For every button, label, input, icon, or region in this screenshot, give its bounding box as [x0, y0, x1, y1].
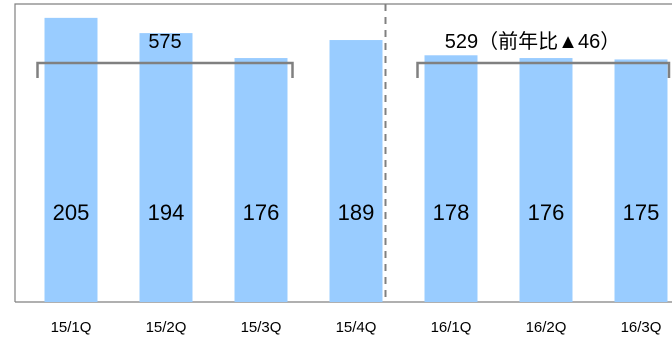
x-axis-tick-labels: 15/1Q 15/2Q 15/3Q 15/4Q 16/1Q 16/2Q 16/3Q: [51, 319, 662, 336]
x-tick-label: 15/2Q: [146, 319, 187, 336]
x-tick-label: 16/3Q: [621, 319, 662, 336]
x-tick-label: 16/2Q: [526, 319, 567, 336]
group-brackets: 575 529（前年比▲46）: [36, 30, 671, 78]
bar-15/4Q: [329, 40, 383, 303]
bar-16/1Q: [424, 55, 478, 302]
bar-15/1Q: [44, 17, 98, 302]
bar-16/3Q: [614, 59, 668, 302]
x-tick-label: 16/1Q: [431, 319, 472, 336]
x-tick-label: 15/4Q: [336, 319, 377, 336]
bar-16/2Q: [519, 58, 573, 302]
group-total-label: 575: [148, 31, 181, 53]
group-bracket: [416, 61, 671, 78]
bar-value-label: 176: [528, 200, 565, 225]
plot-border: [14, 3, 672, 302]
x-tick-label: 15/3Q: [241, 319, 282, 336]
bar-value-label: 176: [243, 200, 280, 225]
bar-value-label: 189: [338, 200, 375, 225]
bar-value-labels: 205 194 176 189 178 176 175: [53, 200, 660, 225]
bars: [44, 17, 668, 303]
x-tick-label: 15/1Q: [51, 319, 92, 336]
bar-value-label: 194: [148, 200, 185, 225]
bar-value-label: 178: [433, 200, 470, 225]
group-total-label: 529（前年比▲46）: [445, 30, 620, 53]
group-bracket: [36, 61, 294, 78]
bar-value-label: 205: [53, 200, 90, 225]
bar-value-label: 175: [623, 200, 660, 225]
bar-15/2Q: [139, 33, 193, 303]
bar-15/3Q: [234, 58, 288, 302]
